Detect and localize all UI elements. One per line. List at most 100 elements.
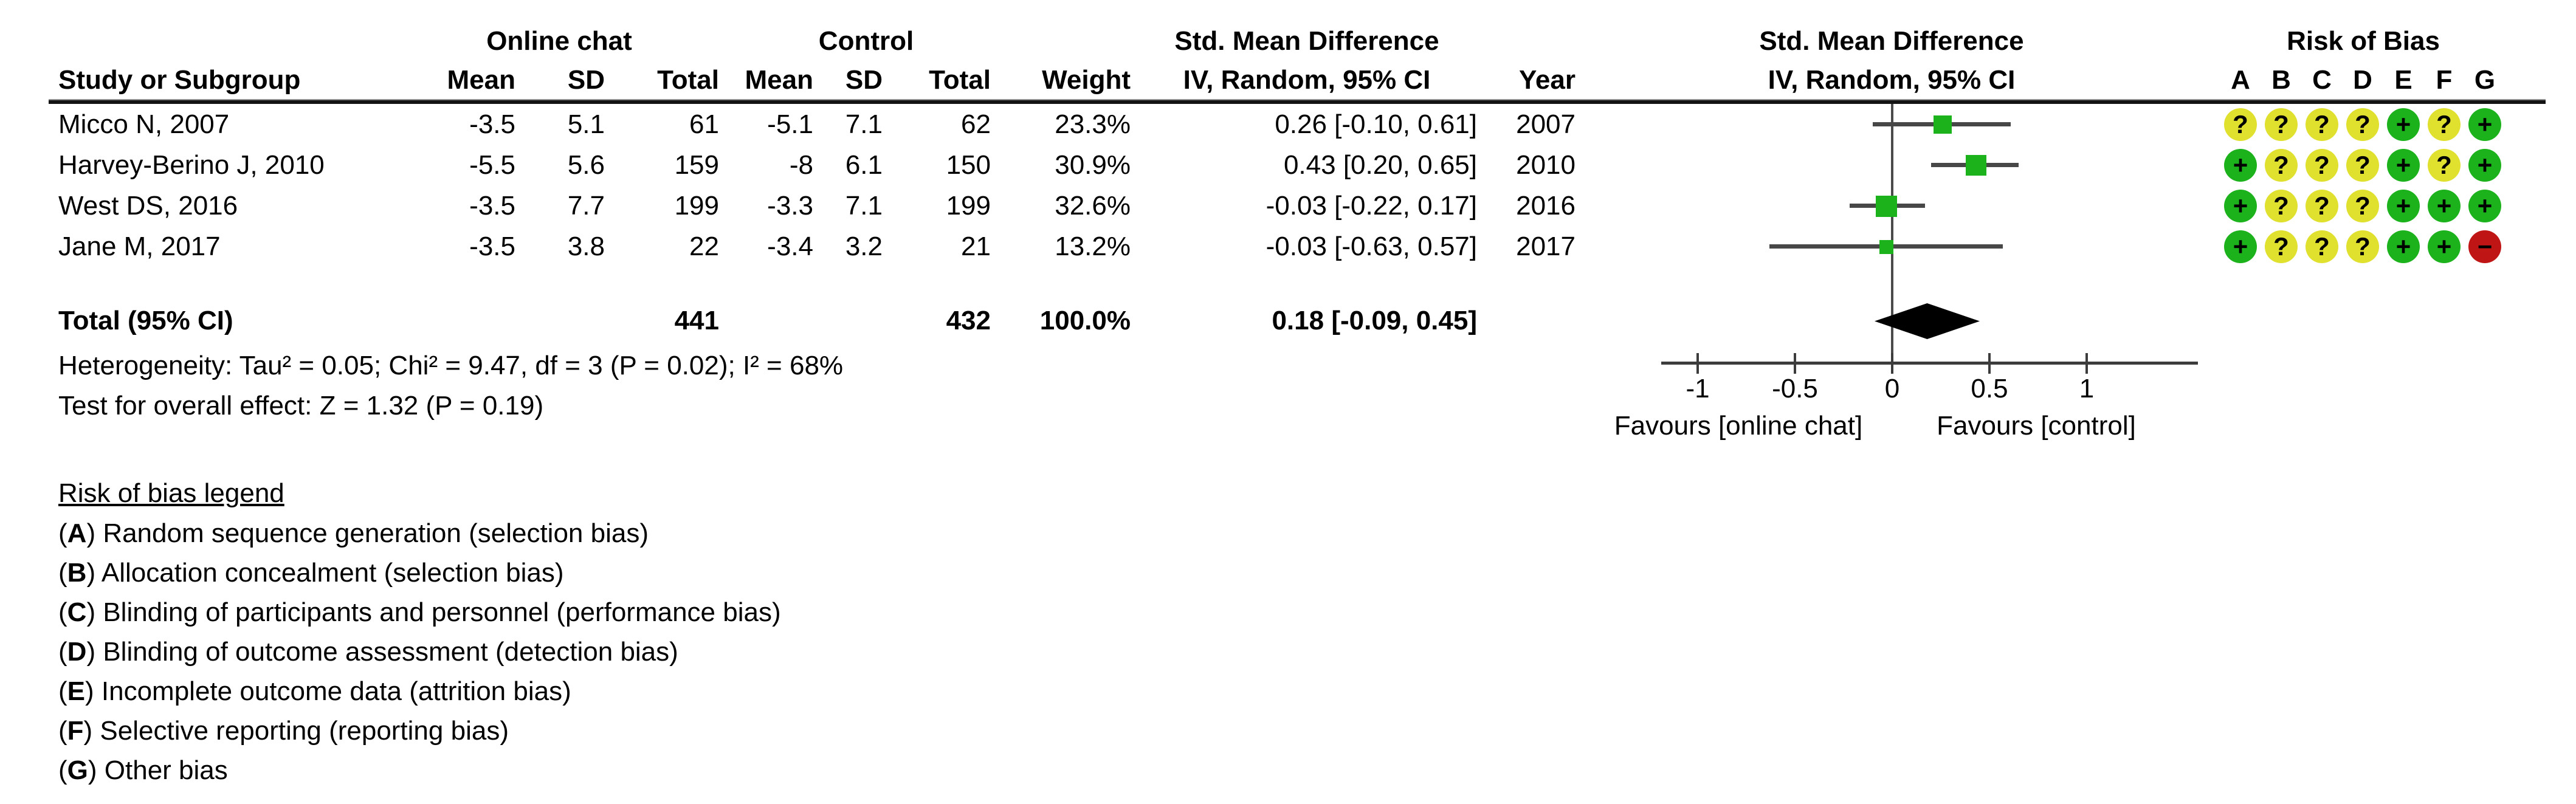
cell-ctrl-total: 62 — [961, 109, 991, 139]
legend-item: (E) Incomplete outcome data (attrition b… — [58, 676, 571, 706]
cell-ctrl-mean: -8 — [789, 150, 813, 180]
bias-circle: ? — [2224, 108, 2257, 141]
effect-square — [1875, 195, 1897, 217]
bias-circle: ? — [2306, 190, 2338, 222]
cell-exp-mean: -3.5 — [469, 109, 515, 139]
cell-exp-total: 61 — [689, 109, 719, 139]
cell-ctrl-total: 21 — [961, 232, 991, 261]
cell-exp-sd: 3.8 — [567, 232, 605, 261]
header-exp-total: Total — [657, 65, 719, 95]
bias-circle: ? — [2428, 108, 2461, 141]
cell-year: 2017 — [1516, 232, 1576, 261]
header-rule-black — [49, 100, 2546, 104]
legend-item: (A) Random sequence generation (selectio… — [58, 518, 649, 548]
bias-circle: + — [2387, 108, 2420, 141]
bias-circle: + — [2428, 230, 2461, 263]
cell-exp-sd: 5.1 — [567, 109, 605, 139]
axis-tick-label: -0.5 — [1772, 374, 1818, 404]
cell-exp-total: 22 — [689, 232, 719, 261]
header-exp-mean: Mean — [447, 65, 515, 95]
favours-left-label: Favours [online chat] — [1614, 411, 1863, 441]
bias-letter: D — [2353, 65, 2372, 95]
study-name: Micco N, 2007 — [58, 109, 230, 139]
bias-letter: C — [2312, 65, 2332, 95]
bias-circle: + — [2468, 108, 2501, 141]
cell-exp-sd: 5.6 — [567, 150, 605, 180]
bias-circle: ? — [2306, 108, 2338, 141]
header-effect-method-text: IV, Random, 95% CI — [1183, 65, 1431, 95]
cell-exp-sd: 7.7 — [567, 191, 605, 221]
header-year: Year — [1519, 65, 1576, 95]
cell-ci: 0.43 [0.20, 0.65] — [1283, 150, 1477, 180]
axis-tick — [1696, 353, 1699, 374]
bias-circle: + — [2224, 149, 2257, 182]
study-name: West DS, 2016 — [58, 191, 238, 221]
overall-effect-text: Test for overall effect: Z = 1.32 (P = 0… — [58, 391, 544, 421]
favours-right-label: Favours [control] — [1937, 411, 2136, 441]
bias-circle: ? — [2346, 108, 2379, 141]
bias-circle: + — [2468, 190, 2501, 222]
header-ctrl-mean: Mean — [745, 65, 813, 95]
cell-exp-total: 159 — [674, 150, 719, 180]
cell-ci: -0.03 [-0.63, 0.57] — [1266, 232, 1477, 261]
header-effect-title-plot: Std. Mean Difference — [1759, 26, 2024, 56]
header-effect-title-text: Std. Mean Difference — [1174, 26, 1439, 56]
bias-circle: ? — [2265, 108, 2298, 141]
bias-circle: ? — [2306, 149, 2338, 182]
header-weight: Weight — [1042, 65, 1131, 95]
axis-tick-label: -1 — [1686, 374, 1710, 404]
cell-ctrl-mean: -3.4 — [767, 232, 813, 261]
cell-exp-mean: -5.5 — [469, 150, 515, 180]
cell-ci: 0.26 [-0.10, 0.61] — [1275, 109, 1477, 139]
legend-item: (B) Allocation concealment (selection bi… — [58, 558, 564, 588]
bias-circle: ? — [2346, 230, 2379, 263]
x-axis-line — [1661, 362, 2198, 365]
cell-exp-mean: -3.5 — [469, 191, 515, 221]
bias-circle: + — [2387, 190, 2420, 222]
header-risk-of-bias: Risk of Bias — [2287, 26, 2440, 56]
axis-tick — [2085, 353, 2088, 374]
header-exp-sd: SD — [567, 65, 605, 95]
bias-circle: ? — [2306, 230, 2338, 263]
total-ci-text: 0.18 [-0.09, 0.45] — [1272, 306, 1477, 335]
bias-letter: A — [2231, 65, 2250, 95]
axis-tick — [1891, 353, 1893, 374]
total-ctrl-n: 432 — [946, 306, 991, 335]
total-label: Total (95% CI) — [58, 306, 233, 335]
bias-circle: ? — [2346, 190, 2379, 222]
axis-tick — [1794, 353, 1796, 374]
cell-exp-mean: -3.5 — [469, 232, 515, 261]
bias-circle: + — [2428, 190, 2461, 222]
cell-year: 2010 — [1516, 150, 1576, 180]
cell-ctrl-sd: 3.2 — [845, 232, 883, 261]
cell-ctrl-mean: -5.1 — [767, 109, 813, 139]
cell-ctrl-mean: -3.3 — [767, 191, 813, 221]
axis-tick-label: 0.5 — [1971, 374, 2008, 404]
cell-weight: 32.6% — [1055, 191, 1131, 221]
cell-weight: 30.9% — [1055, 150, 1131, 180]
cell-ctrl-sd: 7.1 — [845, 109, 883, 139]
effect-square — [1879, 239, 1893, 254]
header-rule-gray — [49, 99, 2546, 100]
axis-tick-label: 1 — [2079, 374, 2095, 404]
header-ctrl-total: Total — [929, 65, 991, 95]
study-name: Harvey-Berino J, 2010 — [58, 150, 325, 180]
legend-item: (F) Selective reporting (reporting bias) — [58, 716, 509, 746]
bias-circle: + — [2224, 230, 2257, 263]
cell-ctrl-total: 199 — [946, 191, 991, 221]
bias-circle: + — [2468, 149, 2501, 182]
cell-ctrl-total: 150 — [946, 150, 991, 180]
heterogeneity-text: Heterogeneity: Tau² = 0.05; Chi² = 9.47,… — [58, 351, 844, 380]
bias-circle: ? — [2428, 149, 2461, 182]
axis-tick — [1988, 353, 1991, 374]
legend-item: (C) Blinding of participants and personn… — [58, 597, 781, 627]
cell-year: 2007 — [1516, 109, 1576, 139]
study-name: Jane M, 2017 — [58, 232, 221, 261]
bias-circle: ? — [2346, 149, 2379, 182]
effect-square — [1934, 115, 1952, 134]
cell-year: 2016 — [1516, 191, 1576, 221]
effect-square — [1965, 155, 1986, 176]
total-weight: 100.0% — [1039, 306, 1131, 335]
header-group-control: Control — [818, 26, 914, 56]
